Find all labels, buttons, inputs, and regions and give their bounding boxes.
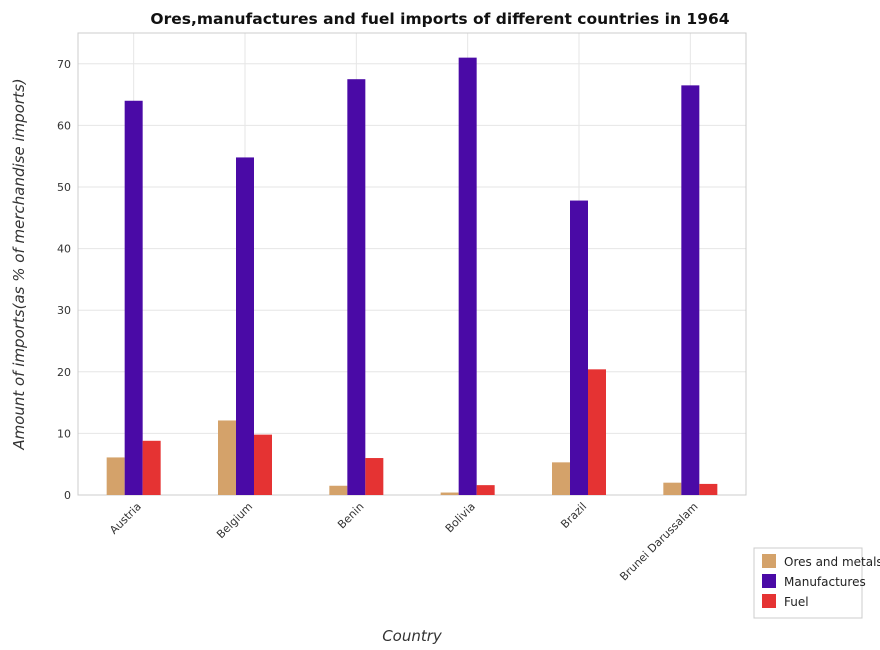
y-tick-label: 70 [57, 58, 71, 71]
legend-label: Ores and metals [784, 555, 880, 569]
y-tick-label: 30 [57, 304, 71, 317]
bar-fuel [476, 485, 495, 495]
bar-ores-and-metals [552, 462, 570, 495]
bar-manufactures [458, 57, 477, 495]
bar-fuel [365, 458, 384, 495]
bar-fuel [254, 434, 272, 495]
legend-swatch [762, 554, 776, 568]
y-tick-label: 40 [57, 243, 71, 256]
legend-swatch [762, 574, 776, 588]
y-tick-label: 50 [57, 181, 71, 194]
bar-fuel [588, 369, 606, 495]
bar-ores-and-metals [218, 420, 236, 495]
x-axis-label: Country [382, 627, 443, 645]
legend-label: Manufactures [784, 575, 866, 589]
bar-fuel [699, 483, 718, 495]
bar-manufactures [570, 200, 588, 495]
y-tick-label: 60 [57, 119, 71, 132]
bar-ores-and-metals [329, 485, 348, 495]
bar-manufactures [347, 79, 366, 495]
legend: Ores and metals Manufactures Fuel [753, 547, 880, 619]
y-tick-labels: 0 10 20 30 40 50 60 70 [57, 58, 71, 502]
bar-manufactures [681, 85, 700, 496]
bar-ores-and-metals [106, 457, 125, 495]
x-tick-label: Brazil [558, 500, 589, 531]
y-tick-label: 20 [57, 366, 71, 379]
x-tick-label: Austria [107, 500, 144, 537]
x-tick-label: Benin [335, 500, 366, 531]
legend-label: Fuel [784, 595, 809, 609]
y-tick-label: 0 [64, 489, 71, 502]
x-tick-label: Bolivia [443, 500, 478, 535]
bar-manufactures [124, 100, 143, 495]
gridlines [78, 33, 746, 496]
bar-ores-and-metals [663, 482, 682, 495]
x-tick-label: Brunei Darussalam [617, 500, 700, 583]
x-tick-labels: Austria Belgium Benin Bolivia Brazil Brunei D… [107, 500, 700, 583]
bar-fuel [142, 440, 161, 495]
y-axis-label: Amount of imports(as % of merchandise im… [10, 78, 28, 450]
bars [106, 57, 718, 496]
y-tick-label: 10 [57, 427, 71, 440]
bar-ores-and-metals [440, 492, 459, 495]
bar-manufactures [236, 157, 254, 495]
plot-frame [77, 32, 747, 496]
x-tick-label: Belgium [214, 500, 255, 541]
legend-swatch [762, 594, 776, 608]
chart-title: Ores,manufactures and fuel imports of di… [150, 10, 729, 28]
